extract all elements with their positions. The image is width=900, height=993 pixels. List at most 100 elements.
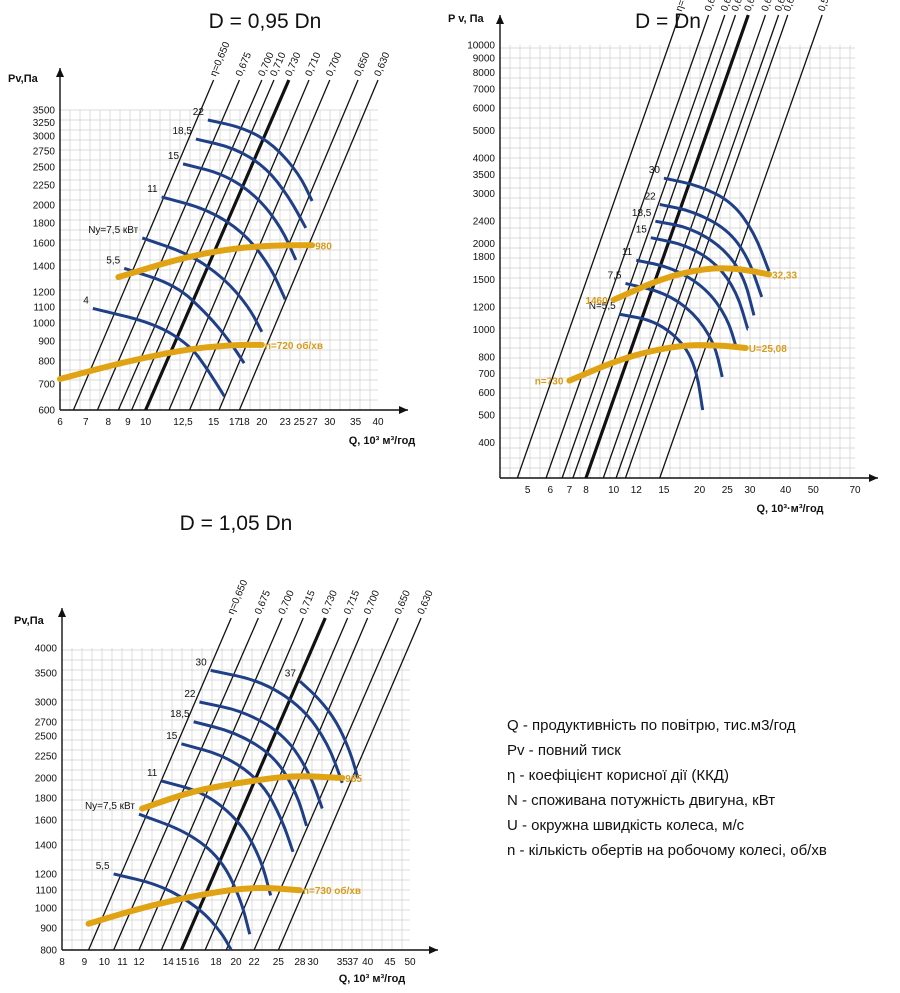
chart1-y-tick-label: 1000 [33, 319, 56, 330]
chart2-y-tick-label: 10000 [467, 41, 495, 52]
chart2-x-tick-label: 30 [744, 485, 756, 496]
chart3-efficiency-label: 0,730 [320, 588, 340, 616]
chart1-y-tick-label: 1800 [33, 219, 56, 230]
chart3-efficiency-line [138, 617, 283, 951]
chart3-x-tick-label: 25 [273, 957, 285, 968]
chart3-x-tick-label: 40 [362, 957, 374, 968]
chart1-x-tick-label: 27 [307, 417, 319, 428]
chart3-x-tick-label: 15 [176, 957, 188, 968]
chart1-efficiency-line [168, 79, 310, 411]
chart1-efficiency-line [117, 79, 263, 411]
chart2-efficiency-line [516, 14, 681, 479]
chart3-power-curve [160, 779, 273, 896]
legend-n-power: N - споживана потужність двигуна, кВт [507, 792, 776, 809]
chart1-speed-curve [115, 242, 316, 281]
chart1-x-tick-label: 35 [350, 417, 362, 428]
chart3-x-tick-label: 10 [99, 957, 111, 968]
chart3-x-tick-label: 9 [82, 957, 88, 968]
legend-pv: Pv - повний тиск [507, 742, 621, 759]
chart1-x-tick-label: 30 [324, 417, 336, 428]
chart1-power-curve [92, 306, 226, 398]
chart2-x-tick-label: 5 [525, 485, 531, 496]
chart1-power-curve [195, 137, 308, 229]
chart1-y-tick-label: 1600 [33, 239, 56, 250]
chart2-y-axis-label: P v, Па [448, 13, 485, 25]
chart2-power-label: 18,5 [632, 208, 652, 219]
chart3-x-tick-label: 28 [294, 957, 306, 968]
chart2-power-curve [635, 258, 739, 350]
chart1-x-tick-label: 18 [239, 417, 251, 428]
chart2-power-label: 11 [622, 247, 633, 258]
chart2-power-curve [659, 202, 764, 298]
chart2-efficiency-line [545, 14, 710, 479]
chart2-power-curve [655, 219, 756, 316]
chart3-efficiency-label: 0,715 [342, 588, 362, 616]
chart1-efficiency-label: 0,710 [304, 50, 324, 78]
chart1-y-axis-label: Pv,Па [8, 73, 39, 85]
chart1-efficiency-label: 0,630 [373, 50, 393, 78]
chart3-speed-curve [139, 773, 346, 812]
chart3-y-tick-label: 4000 [35, 644, 58, 655]
chart1-efficiency-line [72, 79, 215, 411]
chart2-y-tick-label: 600 [478, 388, 495, 399]
chart3-x-tick-label: 30 [307, 957, 319, 968]
chart1-speed-label: n=720 об/хв [265, 340, 323, 352]
chart3-y-tick-label: 1000 [35, 904, 58, 915]
legend-eta: η - коефіцієнт корисної дії (ККД) [507, 767, 729, 784]
chart3-efficiency-line [113, 617, 259, 951]
chart3-grid [61, 648, 410, 951]
chart1-power-label: Ny=7,5 кВт [88, 225, 138, 236]
chart3-power-curve [193, 720, 309, 827]
chart1-y-tick-label: 700 [38, 379, 55, 390]
chart3-y-tick-label: 2250 [35, 751, 58, 762]
chart3-efficiency-label: 0,650 [393, 588, 413, 616]
chart2-y-tick-label: 8000 [473, 68, 496, 79]
chart1-x-tick-label: 6 [57, 417, 63, 428]
chart1-y-tick-label: 2500 [33, 163, 56, 174]
chart1-y-tick-label: 1200 [33, 288, 56, 299]
chart1-y-tick-label: 600 [38, 406, 55, 417]
chart3-x-tick-label: 14 [163, 957, 175, 968]
chart2-efficiency-label: 0,600 [703, 0, 722, 13]
chart3-x-tick-label: 16 [188, 957, 200, 968]
chart3-speed-label: 985 [345, 774, 362, 785]
chart3-efficiency-line [87, 617, 232, 951]
chart1-y-tick-label: 1100 [33, 302, 55, 313]
legend-u: U - окружна швидкість колеса, м/с [507, 817, 745, 834]
chart2-x-tick-label: 6 [548, 485, 554, 496]
chart1-power-label: 4 [83, 295, 89, 306]
chart3-y-tick-label: 800 [40, 946, 57, 957]
chart2-y-tick-label: 500 [478, 410, 495, 421]
chart1-x-tick-label: 17 [229, 417, 241, 428]
chart2-y-tick-label: 7000 [473, 85, 496, 96]
chart1-x-tick-label: 7 [83, 417, 89, 428]
chart1-x-tick-label: 9 [125, 417, 131, 428]
chart2-power-label: 15 [636, 225, 648, 236]
chart3-x-tick-label: 20 [230, 957, 242, 968]
chart3-title: D = 1,05 Dn [180, 512, 293, 535]
chart3-x-tick-label: 11 [117, 957, 128, 968]
chart1-x-tick-label: 20 [256, 417, 268, 428]
chart3-power-curve [210, 668, 344, 784]
chart3-power-label: Ny=7,5 кВт [85, 801, 135, 812]
chart1-x-tick-label: 8 [105, 417, 111, 428]
chart2-y-tick-label: 400 [478, 438, 495, 449]
chart1-power-label: 18,5 [172, 126, 192, 137]
chart3-power-label: 37 [285, 668, 297, 679]
chart1-y-tick-label: 900 [38, 337, 55, 348]
chart3-y-tick-label: 1200 [35, 869, 58, 880]
chart1-efficiency-label: 0,700 [324, 50, 344, 78]
chart3-x-tick-label: 18 [210, 957, 222, 968]
chart1-power-label: 11 [147, 184, 158, 195]
chart2-x-tick-label: 15 [658, 485, 670, 496]
chart3-x-tick-label: 45 [384, 957, 396, 968]
chart2-y-tick-label: 1200 [473, 302, 496, 313]
chart1-x-tick-label: 10 [140, 417, 152, 428]
chart2-x-tick-label: 50 [808, 485, 820, 496]
chart3-y-tick-label: 900 [40, 923, 57, 934]
chart3-x-tick-label: 8 [59, 957, 65, 968]
chart2-y-tick-label: 2000 [473, 239, 496, 250]
chart1-power-label: 15 [168, 151, 180, 162]
chart1-power-curve [161, 195, 287, 300]
